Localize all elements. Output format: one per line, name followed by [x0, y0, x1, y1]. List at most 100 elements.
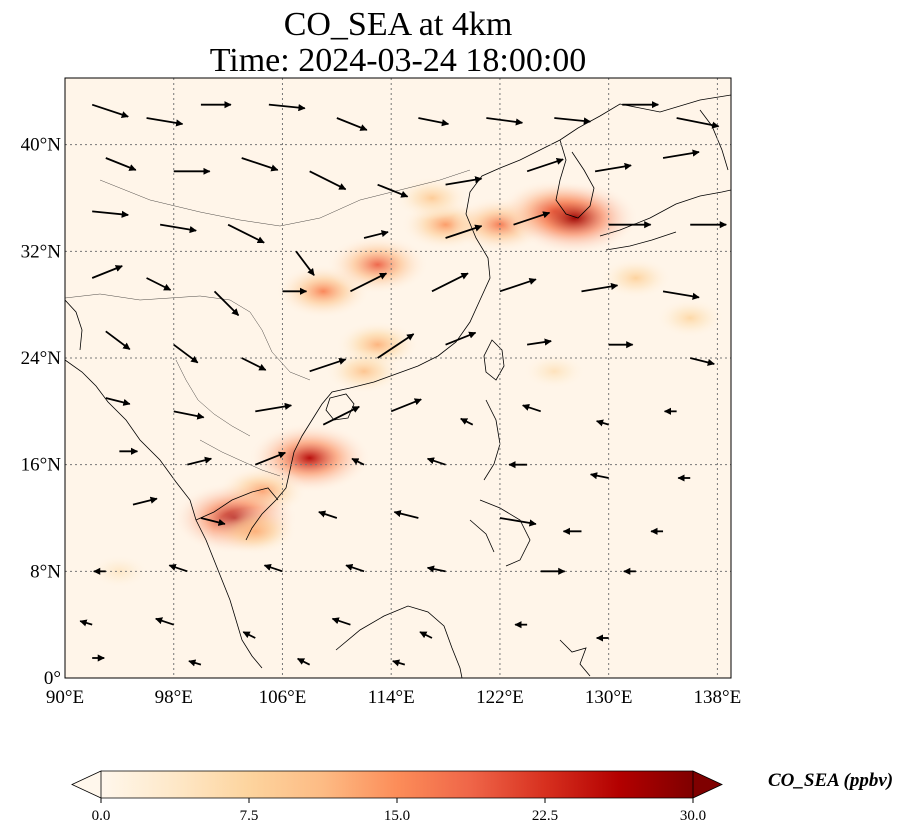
co-plume [522, 352, 587, 390]
sulawesi-coast [559, 639, 591, 677]
colorbar-ticks: 0.0 7.5 15.0 22.5 30.0 [92, 798, 706, 824]
colorbar-label: CO_SEA (ppbv) [768, 770, 894, 791]
wind-arrow [105, 330, 131, 351]
wind-arrow [377, 333, 415, 359]
wind-arrow [460, 417, 474, 426]
wind-arrow [168, 563, 188, 573]
wind-arrow [594, 162, 632, 173]
lon-tick-label: 122°E [476, 687, 524, 708]
wind-arrow [159, 223, 197, 234]
colorbar-tick-label: 7.5 [240, 808, 259, 824]
wind-arrow [522, 403, 541, 413]
colorbar-ramp [101, 771, 693, 798]
wind-vectors [79, 101, 727, 667]
wind-arrow [662, 149, 700, 159]
co-plume [324, 348, 404, 394]
lat-tick-label: 24°N [21, 348, 62, 369]
wind-arrow [363, 230, 389, 239]
lat-tick-label: 8°N [30, 561, 61, 582]
taiwan-island [483, 339, 505, 381]
wind-arrow [187, 456, 213, 466]
colorbar: 0.0 7.5 15.0 22.5 30.0 [71, 770, 723, 824]
wind-arrow [309, 357, 347, 373]
wind-arrow [92, 210, 129, 218]
wind-arrow [486, 117, 524, 126]
wind-arrow [91, 103, 129, 119]
wind-arrow [426, 457, 446, 466]
borneo-coast [335, 605, 463, 678]
lon-tick-label: 114°E [368, 687, 415, 708]
wind-arrow [499, 517, 537, 527]
co-plume [213, 507, 298, 556]
wind-arrow [146, 117, 184, 127]
lon-tick-label: 90°E [46, 687, 84, 708]
coastlines [65, 94, 731, 678]
wind-arrow [241, 357, 267, 371]
lat-tick-label: 40°N [21, 135, 62, 156]
graticule [65, 78, 731, 678]
lon-tick-label: 138°E [694, 687, 742, 708]
wind-arrow [390, 398, 422, 413]
wind-arrow [242, 631, 256, 639]
wind-arrow [662, 290, 700, 300]
lon-tick-label: 130°E [585, 687, 633, 708]
lon-tick-label: 98°E [155, 687, 193, 708]
colorbar-tick-label: 22.5 [532, 808, 558, 824]
co-plume [394, 176, 470, 220]
wind-arrow [445, 176, 483, 186]
wind-arrow [255, 402, 292, 413]
wind-arrow [526, 338, 552, 346]
lon-tick-label: 106°E [259, 687, 307, 708]
wind-arrow [676, 117, 720, 129]
colorbar-extend-high [692, 770, 723, 799]
map-frame [64, 77, 732, 679]
wind-arrow [173, 410, 205, 420]
wind-arrow [589, 472, 609, 480]
wind-arrow [690, 357, 715, 366]
wind-arrow [526, 157, 564, 173]
wind-arrow [173, 343, 199, 364]
co-plume [510, 181, 640, 255]
bay-of-bengal-coast [65, 299, 83, 351]
wind-arrow [377, 183, 409, 198]
map-panel [65, 78, 731, 678]
wind-arrow [345, 563, 365, 573]
wind-arrow [132, 496, 158, 506]
wind-arrow [155, 617, 175, 626]
wind-arrow [309, 170, 347, 191]
wind-arrow [445, 224, 483, 239]
wind-arrow [79, 619, 93, 627]
wind-arrow [418, 117, 450, 127]
wind-arrow [393, 510, 419, 519]
wind-arrow [419, 631, 433, 639]
wind-arrow [241, 157, 279, 172]
wind-arrow [331, 617, 351, 626]
wind-arrow [336, 117, 368, 131]
wind-arrow [188, 659, 202, 667]
colorbar-tick-label: 0.0 [92, 808, 111, 824]
wind-arrow [581, 282, 619, 293]
china-coast [245, 94, 731, 541]
wind-arrow [295, 250, 315, 276]
wind-arrow [499, 277, 537, 293]
co-plume [88, 553, 151, 589]
co-plume [655, 298, 726, 338]
colorbar-tick-label: 30.0 [680, 808, 706, 824]
wind-arrow [146, 277, 172, 291]
gulf-of-thailand [195, 487, 279, 521]
wind-arrow [254, 451, 286, 466]
hainan-island [325, 393, 355, 421]
wind-arrow [200, 517, 226, 526]
lat-tick-label: 32°N [21, 241, 62, 262]
colorbar-tick-label: 15.0 [384, 808, 410, 824]
wind-arrow [263, 563, 283, 573]
wind-arrow [227, 223, 265, 244]
map-title: CO_SEA at 4km [283, 6, 513, 43]
wind-arrow [105, 157, 137, 171]
wind-arrow [351, 457, 365, 466]
lat-tick-label: 16°N [21, 455, 62, 476]
colorbar-extend-low [71, 770, 102, 799]
wind-arrow [322, 405, 360, 426]
wind-arrow [445, 331, 477, 346]
